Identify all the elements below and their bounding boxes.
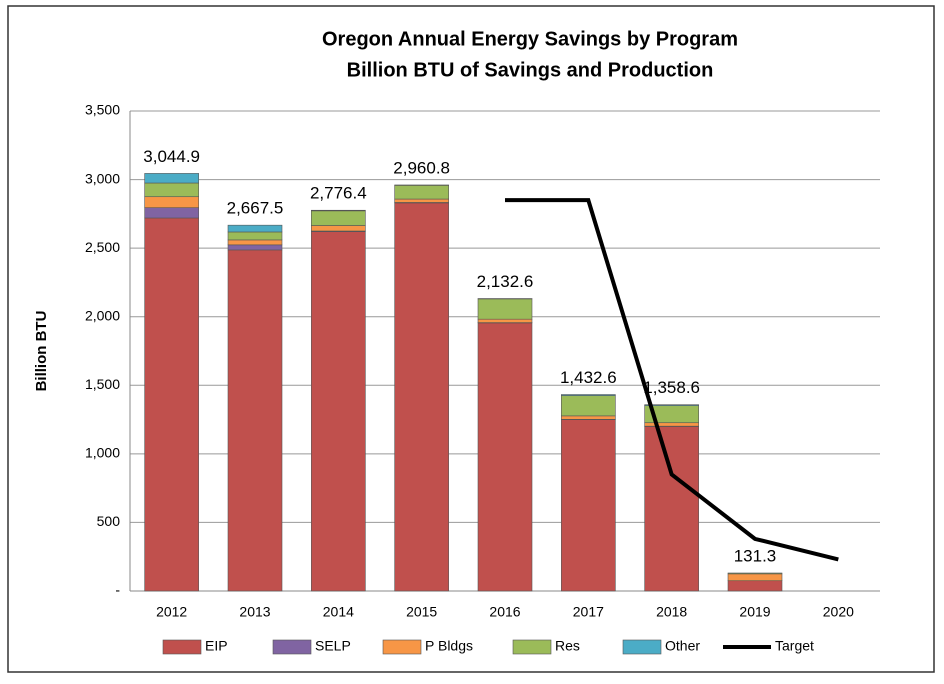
bar-segment: [395, 203, 449, 591]
bar-segment: [311, 226, 365, 231]
legend-label: SELP: [315, 638, 351, 654]
y-tick-label: 1,000: [85, 445, 120, 461]
x-tick-label: 2014: [323, 604, 354, 620]
y-tick-label: 500: [97, 513, 121, 529]
legend-swatch: [383, 640, 421, 654]
bar-segment: [145, 218, 199, 591]
legend-swatch: [513, 640, 551, 654]
y-tick-label: 2,500: [85, 239, 120, 255]
bar-segment: [728, 573, 782, 574]
bar-segment: [228, 250, 282, 591]
legend-label: P Bldgs: [425, 638, 473, 654]
legend-label: Res: [555, 638, 580, 654]
legend-swatch: [273, 640, 311, 654]
bar-segment: [561, 396, 615, 416]
x-tick-label: 2013: [239, 604, 270, 620]
y-tick-label: -: [115, 582, 120, 598]
x-tick-label: 2012: [156, 604, 187, 620]
bar-segment: [478, 299, 532, 319]
y-axis-label: Billion BTU: [33, 311, 50, 392]
x-tick-label: 2016: [489, 604, 520, 620]
total-label: 2,960.8: [393, 158, 450, 177]
bar-segment: [728, 581, 782, 591]
x-tick-label: 2019: [739, 604, 770, 620]
bar-segment: [228, 232, 282, 240]
x-tick-label: 2020: [823, 604, 854, 620]
legend-swatch: [623, 640, 661, 654]
bar-segment: [728, 574, 782, 581]
bar-segment: [561, 395, 615, 396]
x-tick-label: 2018: [656, 604, 687, 620]
legend-label: EIP: [205, 638, 228, 654]
legend-label: Other: [665, 638, 700, 654]
bar-segment: [561, 420, 615, 591]
y-tick-label: 1,500: [85, 376, 120, 392]
bar-segment: [311, 210, 365, 211]
bar-segment: [145, 183, 199, 197]
bar-segment: [561, 416, 615, 419]
bar-segment: [478, 319, 532, 322]
bar-segment: [478, 323, 532, 591]
x-tick-label: 2017: [573, 604, 604, 620]
total-label: 131.3: [734, 546, 777, 565]
total-label: 2,776.4: [310, 184, 367, 203]
bar-segment: [228, 225, 282, 232]
y-tick-label: 3,500: [85, 102, 120, 118]
bar-segment: [645, 426, 699, 591]
legend-label: Target: [775, 638, 814, 654]
chart-subtitle: Billion BTU of Savings and Production: [347, 59, 714, 81]
bar-segment: [228, 245, 282, 250]
total-label: 1,432.6: [560, 368, 617, 387]
bar-segment: [395, 199, 449, 202]
total-label: 2,132.6: [477, 272, 534, 291]
bar-segment: [145, 173, 199, 183]
x-tick-label: 2015: [406, 604, 437, 620]
bar-segment: [228, 240, 282, 245]
total-label: 1,358.6: [643, 378, 700, 397]
total-label: 3,044.9: [143, 147, 200, 166]
chart-title: Oregon Annual Energy Savings by Program: [322, 28, 738, 50]
y-tick-label: 3,000: [85, 170, 120, 186]
bar-segment: [311, 211, 365, 226]
bar-segment: [395, 185, 449, 199]
y-tick-label: 2,000: [85, 307, 120, 323]
bar-segment: [311, 232, 365, 591]
legend-swatch: [163, 640, 201, 654]
bar-segment: [645, 423, 699, 426]
bar-segment: [145, 197, 199, 208]
bar-segment: [145, 208, 199, 218]
total-label: 2,667.5: [227, 199, 284, 218]
